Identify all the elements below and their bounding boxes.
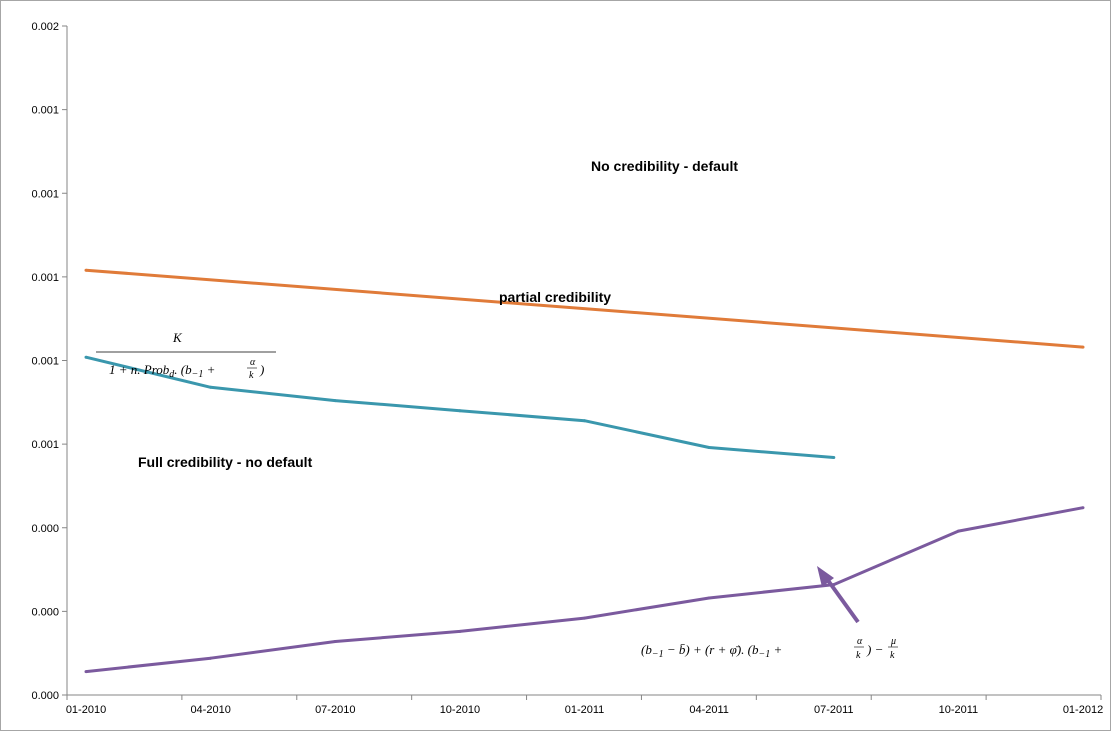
x-tick-label: 01-2010 xyxy=(66,704,106,716)
formula2-main: (b−1 − b̄) + (r + φ̄). (b−1 + xyxy=(641,642,782,660)
x-tick-label: 04-2011 xyxy=(689,704,729,716)
y-tick-label: 0.002 xyxy=(31,21,59,33)
series-point xyxy=(84,355,88,359)
x-tick-label: 10-2010 xyxy=(440,704,480,716)
y-tick-label: 0.001 xyxy=(31,272,59,284)
x-ticks: 01-2010 04-2010 07-2010 10-2010 01-2011 04-20… xyxy=(66,695,1103,716)
series-point xyxy=(458,409,462,413)
arrow-head xyxy=(817,566,834,587)
series-point xyxy=(209,385,213,389)
partial-credibility-formula: K 1 + n. Probd. (b−1 + α k ) xyxy=(96,330,276,381)
y-tick-label: 0.001 xyxy=(31,105,59,117)
formula-close: ) xyxy=(259,362,264,377)
series-point xyxy=(707,446,711,449)
x-tick-label: 01-2011 xyxy=(565,704,605,716)
annotation-arrow xyxy=(817,566,860,624)
series-point xyxy=(84,670,88,674)
formula-denominator: 1 + n. Probd. (b−1 + xyxy=(109,362,215,380)
y-tick-label: 0.000 xyxy=(31,523,59,535)
formula-numerator: K xyxy=(172,330,183,345)
formula2-k1: k xyxy=(856,650,861,661)
purple-series-line xyxy=(85,506,1084,674)
series-point xyxy=(209,656,213,660)
x-tick-label: 10-2011 xyxy=(939,704,979,716)
series-point xyxy=(707,596,711,600)
x-tick-label: 01-2012 xyxy=(1063,704,1103,716)
formula2-part4: ) − xyxy=(866,642,883,657)
y-tick-label: 0.001 xyxy=(31,356,59,368)
series-point xyxy=(458,629,462,633)
y-tick-label: 0.001 xyxy=(31,188,59,200)
series-lines xyxy=(84,268,1085,674)
formula-alpha: α xyxy=(250,357,256,368)
y-tick-label: 0.000 xyxy=(31,690,59,702)
series-point xyxy=(583,419,586,423)
full-credibility-label: Full credibility - no default xyxy=(138,454,313,470)
y-ticks: 0.000 0.000 0.000 0.001 0.001 0.001 0.001 0.001… xyxy=(31,21,67,702)
formula2-k2: k xyxy=(890,650,895,661)
series-point xyxy=(1081,506,1085,510)
x-tick-label: 04-2010 xyxy=(190,704,230,716)
no-credibility-label: No credibility - default xyxy=(591,158,738,174)
partial-credibility-label: partial credibility xyxy=(499,289,611,305)
axes xyxy=(66,26,1101,696)
series-point xyxy=(1081,345,1085,349)
series-point xyxy=(832,456,836,459)
series-point xyxy=(84,268,88,272)
orange-series-line xyxy=(85,268,1084,349)
x-tick-label: 07-2011 xyxy=(814,704,854,716)
series-point xyxy=(333,640,337,643)
series-point xyxy=(956,529,960,533)
arrow-shaft xyxy=(825,577,860,624)
formula2-mu: μ xyxy=(890,636,896,647)
formula-k: k xyxy=(249,370,254,381)
y-tick-label: 0.000 xyxy=(31,606,59,618)
formula2-alpha: α xyxy=(857,636,863,647)
full-credibility-formula: (b−1 − b̄) + (r + φ̄). (b−1 + α k ) − μ … xyxy=(641,636,898,661)
y-tick-label: 0.001 xyxy=(31,439,59,451)
series-point xyxy=(333,399,337,403)
x-tick-label: 07-2010 xyxy=(315,704,355,716)
series-point xyxy=(583,616,586,620)
